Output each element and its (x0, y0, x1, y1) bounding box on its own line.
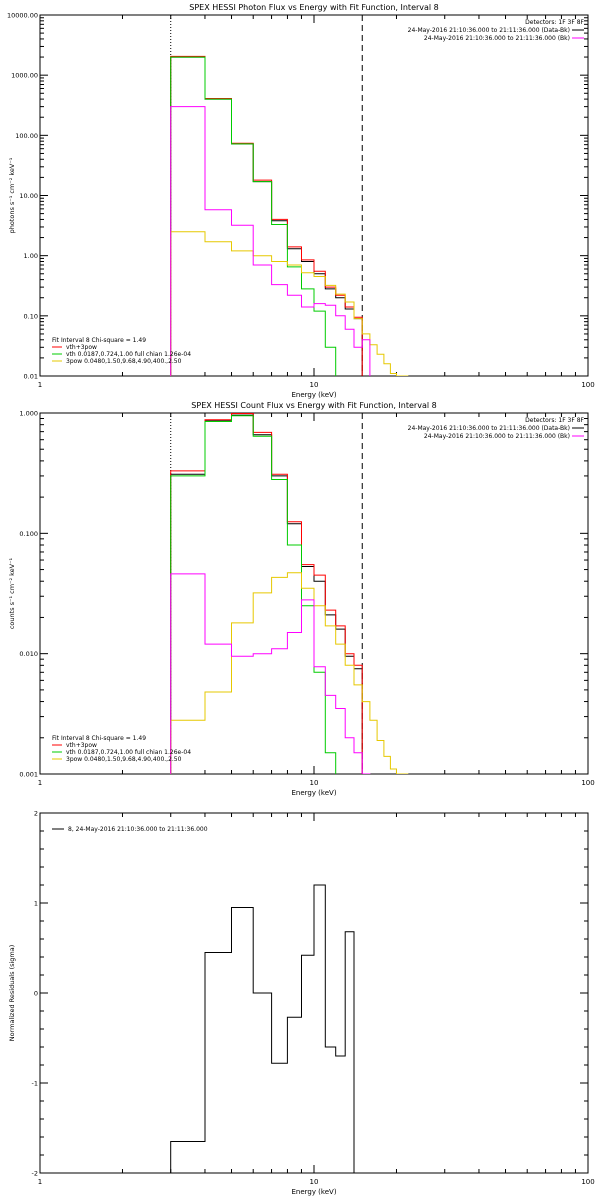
y-tick-label: 0.001 (19, 771, 38, 779)
y-tick-label: -2 (32, 1170, 38, 1178)
series-step-line (170, 572, 409, 774)
legend-top-entry: 24-May-2016 21:10:36.000 to 21:11:36.000… (408, 425, 570, 432)
chart-panel-2: 1 10 100 0.001 0.010 0.100 1.000 SPEX HESSI Cou… (8, 401, 595, 797)
series-step-line (170, 884, 355, 1173)
y-tick-label: 2 (34, 810, 38, 818)
y-axis-label: counts s⁻¹ cm⁻² keV⁻¹ (8, 557, 16, 629)
y-axis-label: photons s⁻¹ cm⁻² keV⁻¹ (8, 157, 16, 233)
y-tick-label: 10.00 (19, 192, 38, 200)
x-axis-label: Energy (keV) (291, 391, 336, 399)
y-tick-label: 1 (34, 900, 38, 908)
series-step-line (170, 414, 363, 774)
series-step-line (170, 56, 337, 376)
x-tick-label: 10 (310, 1178, 319, 1186)
x-tick-label: 100 (581, 1178, 594, 1186)
x-tick-label: 1 (38, 1178, 42, 1186)
legend-bottom-entry: 3pow 0.0480,1.50,9.68,4.90,400.,2.50 (66, 756, 182, 763)
y-tick-label: 100.00 (15, 132, 38, 140)
series-step-line (170, 573, 371, 774)
y-tick-label: -1 (32, 1080, 38, 1088)
series-step-line (170, 413, 363, 774)
y-tick-label: 0 (34, 990, 38, 998)
series-step-line (170, 55, 363, 376)
detectors-label: Detectors: 1F 3F 8F (525, 417, 584, 424)
chart-panel-1: 1 10 100 0.01 0.10 1.00 10.00 100.00 1000.00 1000… (7, 3, 595, 399)
x-tick-label: 100 (581, 381, 594, 389)
y-tick-label: 10000.00 (7, 12, 38, 20)
legend-bottom-entry: vth 0.0187,0.724,1.00 full chian 1.26e-0… (66, 749, 191, 756)
chart-panel-3: 1 10 100 -2 -1 0 1 2 Energy (keV) Normalized Resi… (8, 810, 595, 1197)
x-tick-label: 10 (310, 381, 319, 389)
legend-bottom-entry: 3pow 0.0480,1.50,9.68,4.90,400.,2.50 (66, 358, 182, 365)
series-step-line (170, 415, 337, 774)
chart-title: SPEX HESSI Count Flux vs Energy with Fit… (191, 401, 436, 410)
x-tick-label: 100 (581, 779, 594, 787)
x-tick-label: 10 (310, 779, 319, 787)
residual-legend-entry: 8, 24-May-2016 21:10:36.000 to 21:11:36.… (68, 826, 208, 833)
y-tick-label: 1.00 (24, 252, 38, 260)
fit-info-text: Fit Interval 8 Chi-square = 1.49 (52, 735, 146, 742)
data-area (170, 884, 355, 1173)
y-tick-label: 0.010 (19, 650, 38, 658)
plot-frame (39, 14, 589, 377)
legend-top-entry: 24-May-2016 21:10:36.000 to 21:11:36.000… (408, 27, 570, 34)
legend-top-entry: 24-May-2016 21:10:36.000 to 21:11:36.000… (424, 35, 570, 42)
x-tick-label: 1 (38, 381, 42, 389)
data-area (170, 15, 409, 376)
fit-info-text: Fit Interval 8 Chi-square = 1.49 (52, 337, 146, 344)
x-axis-label: Energy (keV) (291, 1188, 336, 1196)
y-tick-label: 0.10 (24, 312, 38, 320)
x-axis-label: Energy (keV) (291, 789, 336, 797)
y-tick-label: 1000.00 (11, 72, 38, 80)
series-step-line (170, 231, 409, 376)
data-area (170, 413, 409, 774)
legend-bottom-entry: vth+3pow (66, 742, 97, 749)
y-axis-label: Normalized Residuals (sigma) (8, 945, 16, 1042)
y-tick-label: 0.01 (24, 373, 38, 381)
detectors-label: Detectors: 1F 3F 8F (525, 19, 584, 26)
y-tick-label: 0.100 (19, 530, 38, 538)
chart-title: SPEX HESSI Photon Flux vs Energy with Fi… (189, 3, 439, 12)
legend-bottom-entry: vth+3pow (66, 344, 97, 351)
legend-top-entry: 24-May-2016 21:10:36.000 to 21:11:36.000… (424, 433, 570, 440)
x-tick-label: 1 (38, 779, 42, 787)
plot-frame (39, 812, 589, 1174)
y-tick-label: 1.000 (19, 410, 38, 418)
series-step-line (170, 106, 371, 376)
legend-bottom-entry: vth 0.0187,0.724,1.00 full chian 1.26e-0… (66, 351, 191, 358)
series-step-line (170, 56, 363, 376)
